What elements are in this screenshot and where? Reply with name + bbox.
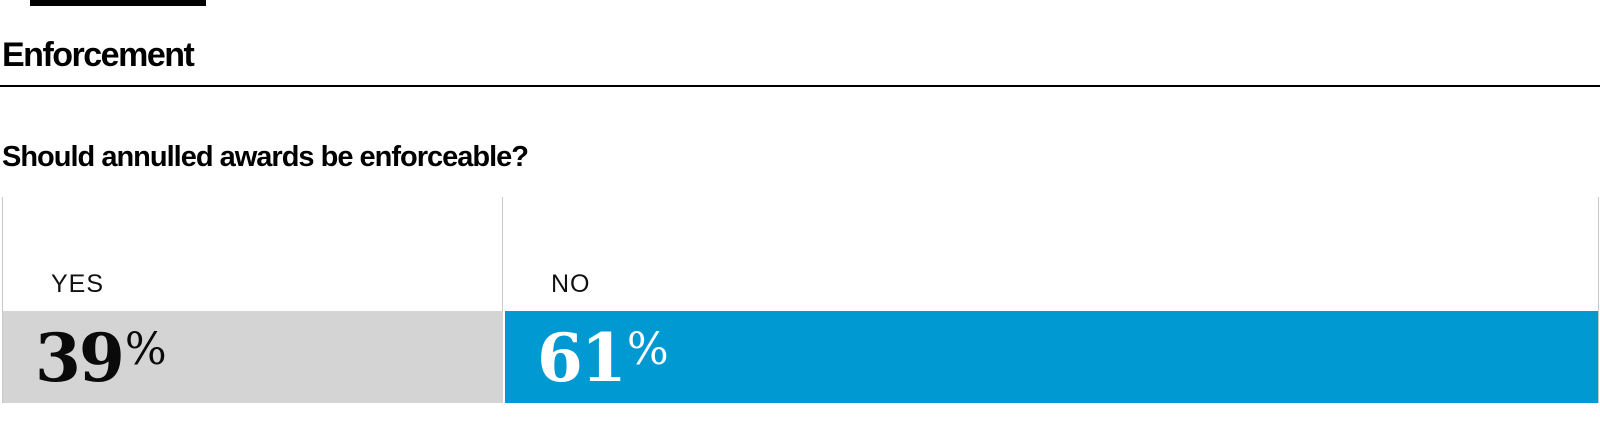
percent-sign-no: % (626, 324, 669, 375)
survey-bar-chart: YES NO 39% 61% (2, 197, 1599, 403)
category-label-no: NO (551, 270, 591, 298)
bar-segment-yes: 39% (3, 311, 503, 403)
stacked-bar: 39% 61% (3, 311, 1598, 403)
bar-segment-no: 61% (505, 311, 1598, 403)
value-label-yes: 39% (35, 325, 167, 391)
section-title: Enforcement (2, 36, 195, 74)
value-number-yes: 39 (35, 319, 125, 397)
value-number-no: 61 (537, 319, 627, 397)
column-no: NO (503, 197, 1598, 311)
chart-question: Should annulled awards be enforceable? (2, 141, 529, 173)
section-divider-rule (0, 85, 1600, 87)
section-top-bar (30, 0, 206, 6)
segment-gap (503, 311, 505, 403)
category-label-yes: YES (51, 270, 105, 298)
column-yes: YES (3, 197, 503, 311)
category-label-row: YES NO (3, 197, 1598, 311)
value-label-no: 61% (537, 325, 669, 391)
percent-sign-yes: % (124, 324, 167, 375)
